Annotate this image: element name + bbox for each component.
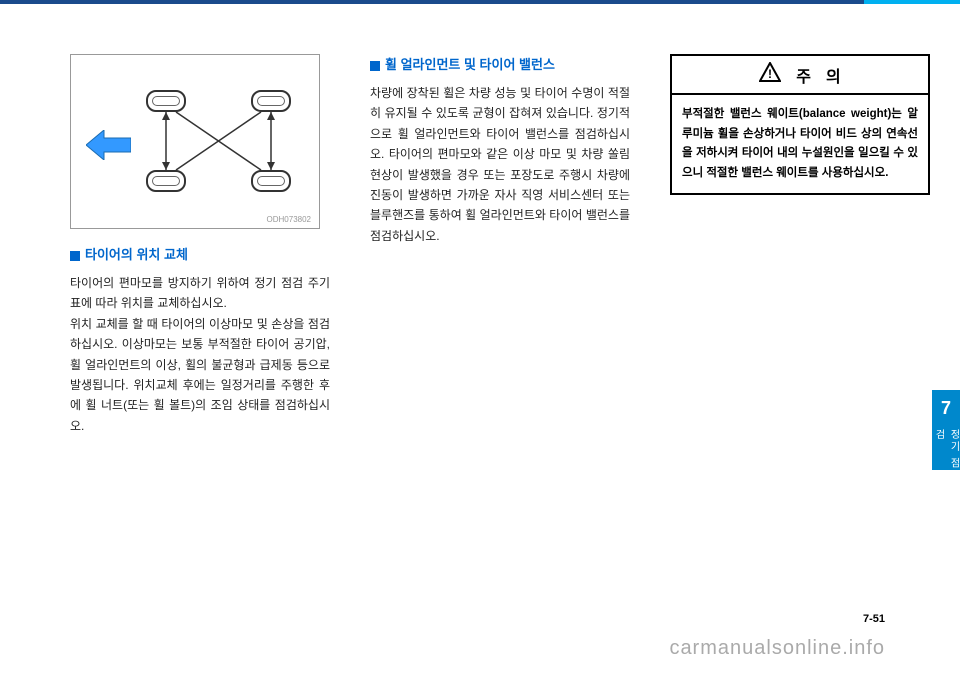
wheel-alignment-title-text: 휠 얼라인먼트 및 타이어 밸런스	[385, 57, 555, 72]
page-number: 7-51	[863, 613, 885, 625]
caution-label-2: 의	[826, 63, 841, 87]
column-right: ! 주 의 부적절한 밸런스 웨이트(balance weight)는 알루미늄…	[670, 54, 930, 436]
chapter-label: 정기 점검	[931, 429, 960, 470]
column-middle: 휠 얼라인먼트 및 타이어 밸런스 차량에 장착된 휠은 차량 성능 및 타이어…	[370, 54, 630, 436]
tire-rotation-title-text: 타이어의 위치 교체	[85, 247, 188, 262]
watermark-text: carmanualsonline.info	[669, 637, 885, 660]
tire-rotation-body: 타이어의 편마모를 방지하기 위하여 정기 점검 주기표에 따라 위치를 교체하…	[70, 273, 330, 436]
caution-header: ! 주 의	[672, 56, 928, 95]
diagram-code-label: ODH073802	[267, 215, 311, 224]
svg-text:!: !	[768, 67, 772, 81]
bullet-square-icon	[370, 61, 380, 71]
tire-rotation-title: 타이어의 위치 교체	[70, 244, 330, 263]
bullet-square-icon	[70, 251, 80, 261]
caution-box: ! 주 의 부적절한 밸런스 웨이트(balance weight)는 알루미늄…	[670, 54, 930, 195]
rotation-lines-icon	[71, 55, 321, 230]
wheel-alignment-title: 휠 얼라인먼트 및 타이어 밸런스	[370, 54, 630, 73]
tire-rotation-diagram: ODH073802	[70, 54, 320, 229]
caution-body: 부적절한 밸런스 웨이트(balance weight)는 알루미늄 휠을 손상…	[672, 95, 928, 193]
chapter-tab: 7 정기 점검	[932, 390, 960, 470]
main-content: ODH073802 타이어의 위치 교체 타이어의 편마모를 방지하기 위하여 …	[0, 54, 960, 436]
top-accent-bar	[0, 0, 960, 4]
column-left: ODH073802 타이어의 위치 교체 타이어의 편마모를 방지하기 위하여 …	[70, 54, 330, 436]
wheel-alignment-body: 차량에 장착된 휠은 차량 성능 및 타이어 수명이 적절히 유지될 수 있도록…	[370, 83, 630, 246]
caution-label-1: 주	[796, 63, 811, 87]
warning-triangle-icon: !	[759, 62, 781, 87]
chapter-number: 7	[941, 398, 951, 419]
